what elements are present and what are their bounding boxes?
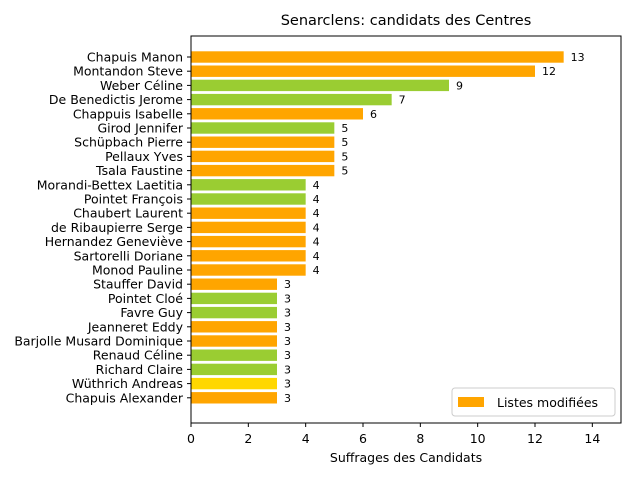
bar	[191, 235, 306, 248]
y-tick-label: Sartorelli Doriane	[74, 248, 184, 263]
y-tick-label: Richard Claire	[96, 362, 184, 377]
data-label: 9	[456, 79, 463, 92]
bar	[191, 264, 306, 276]
data-label: 3	[284, 307, 291, 320]
x-tick-label: 8	[416, 431, 424, 446]
y-tick-label: Pointet Cloé	[108, 291, 183, 306]
legend-label: Listes modifiées	[497, 395, 598, 410]
x-tick-label: 4	[302, 431, 310, 446]
data-label: 5	[341, 150, 348, 163]
bar	[191, 93, 392, 106]
data-label: 3	[284, 378, 291, 391]
y-tick-label: Pellaux Yves	[105, 149, 183, 164]
data-label: 4	[313, 236, 320, 249]
data-label: 4	[313, 207, 320, 220]
y-tick-label: Morandi-Bettex Laetitia	[37, 177, 183, 192]
data-label: 12	[542, 65, 556, 78]
y-tick-label: Monod Pauline	[92, 263, 183, 278]
bar	[191, 207, 306, 219]
y-tick-label: Pointet François	[84, 192, 183, 207]
y-tick-label: Tsala Faustine	[95, 163, 183, 178]
y-tick-label: Stauffer David	[93, 277, 183, 292]
bar	[191, 377, 277, 390]
bar	[191, 65, 535, 77]
y-tick-label: Renaud Céline	[93, 348, 184, 363]
bar	[191, 193, 306, 205]
y-tick-label: De Benedictis Jerome	[49, 92, 183, 107]
bar	[191, 292, 277, 305]
y-tick-label: Chapuis Manon	[87, 50, 183, 65]
bar	[191, 51, 564, 63]
bar	[191, 306, 277, 319]
legend-box	[451, 387, 616, 417]
bar	[191, 136, 335, 148]
bar	[191, 335, 277, 347]
bar	[191, 278, 277, 290]
y-tick-label: Favre Guy	[120, 305, 183, 320]
data-label: 4	[313, 221, 320, 234]
bar	[191, 349, 277, 361]
x-tick-label: 12	[527, 431, 543, 446]
data-label: 6	[370, 108, 377, 121]
y-tick-label: Chaubert Laurent	[73, 206, 183, 221]
data-label: 3	[284, 392, 291, 405]
x-tick-label: 2	[244, 431, 252, 446]
bar	[191, 392, 277, 404]
x-tick-label: 10	[470, 431, 486, 446]
data-label: 3	[284, 349, 291, 362]
x-tick-label: 6	[359, 431, 367, 446]
bar	[191, 363, 277, 376]
data-label: 4	[313, 264, 320, 277]
bars-layer	[191, 51, 564, 404]
data-label: 4	[313, 193, 320, 206]
bar	[191, 150, 335, 163]
x-tick-label: 0	[187, 431, 195, 446]
data-label: 7	[399, 94, 406, 107]
bar	[191, 250, 306, 262]
y-tick-label: Chappuis Isabelle	[73, 106, 183, 121]
data-label: 3	[284, 292, 291, 305]
x-tick-label: 14	[584, 431, 600, 446]
y-tick-label: Schüpbach Pierre	[74, 135, 183, 150]
bar	[191, 122, 335, 134]
bar	[191, 164, 335, 177]
plot-frame	[190, 35, 622, 424]
data-label: 5	[341, 122, 348, 135]
data-label: 5	[341, 136, 348, 149]
chart-title: Senarclens: candidats des Centres	[281, 13, 532, 29]
bar	[191, 179, 306, 191]
legend: Listes modifiées	[451, 387, 616, 417]
y-tick-label: Barjolle Musard Dominique	[14, 334, 183, 349]
data-label: 3	[284, 278, 291, 291]
bar	[191, 221, 306, 234]
y-tick-label: Girod Jennifer	[97, 121, 183, 136]
data-label: 4	[313, 250, 320, 263]
data-label: 3	[284, 363, 291, 376]
bar	[191, 108, 363, 120]
x-axis-label: Suffrages des Candidats	[330, 450, 482, 465]
y-tick-label: Chapuis Alexander	[66, 390, 184, 405]
y-tick-label: de Ribaupierre Serge	[51, 220, 183, 235]
data-label: 4	[313, 179, 320, 192]
y-tick-label: Weber Céline	[100, 78, 183, 93]
data-label: 3	[284, 335, 291, 348]
y-tick-label: Wüthrich Andreas	[72, 376, 183, 391]
y-tick-label: Montandon Steve	[73, 64, 183, 79]
data-label: 3	[284, 321, 291, 334]
data-label: 13	[571, 51, 585, 64]
y-tick-label: Jeanneret Eddy	[87, 319, 184, 334]
bar	[191, 79, 449, 92]
bar	[191, 321, 277, 333]
legend-swatch	[458, 397, 484, 407]
data-label: 5	[341, 165, 348, 178]
y-tick-label: Hernandez Geneviève	[45, 234, 184, 249]
x-axis: 0 2 4 6 8 10 12 14	[187, 423, 600, 446]
